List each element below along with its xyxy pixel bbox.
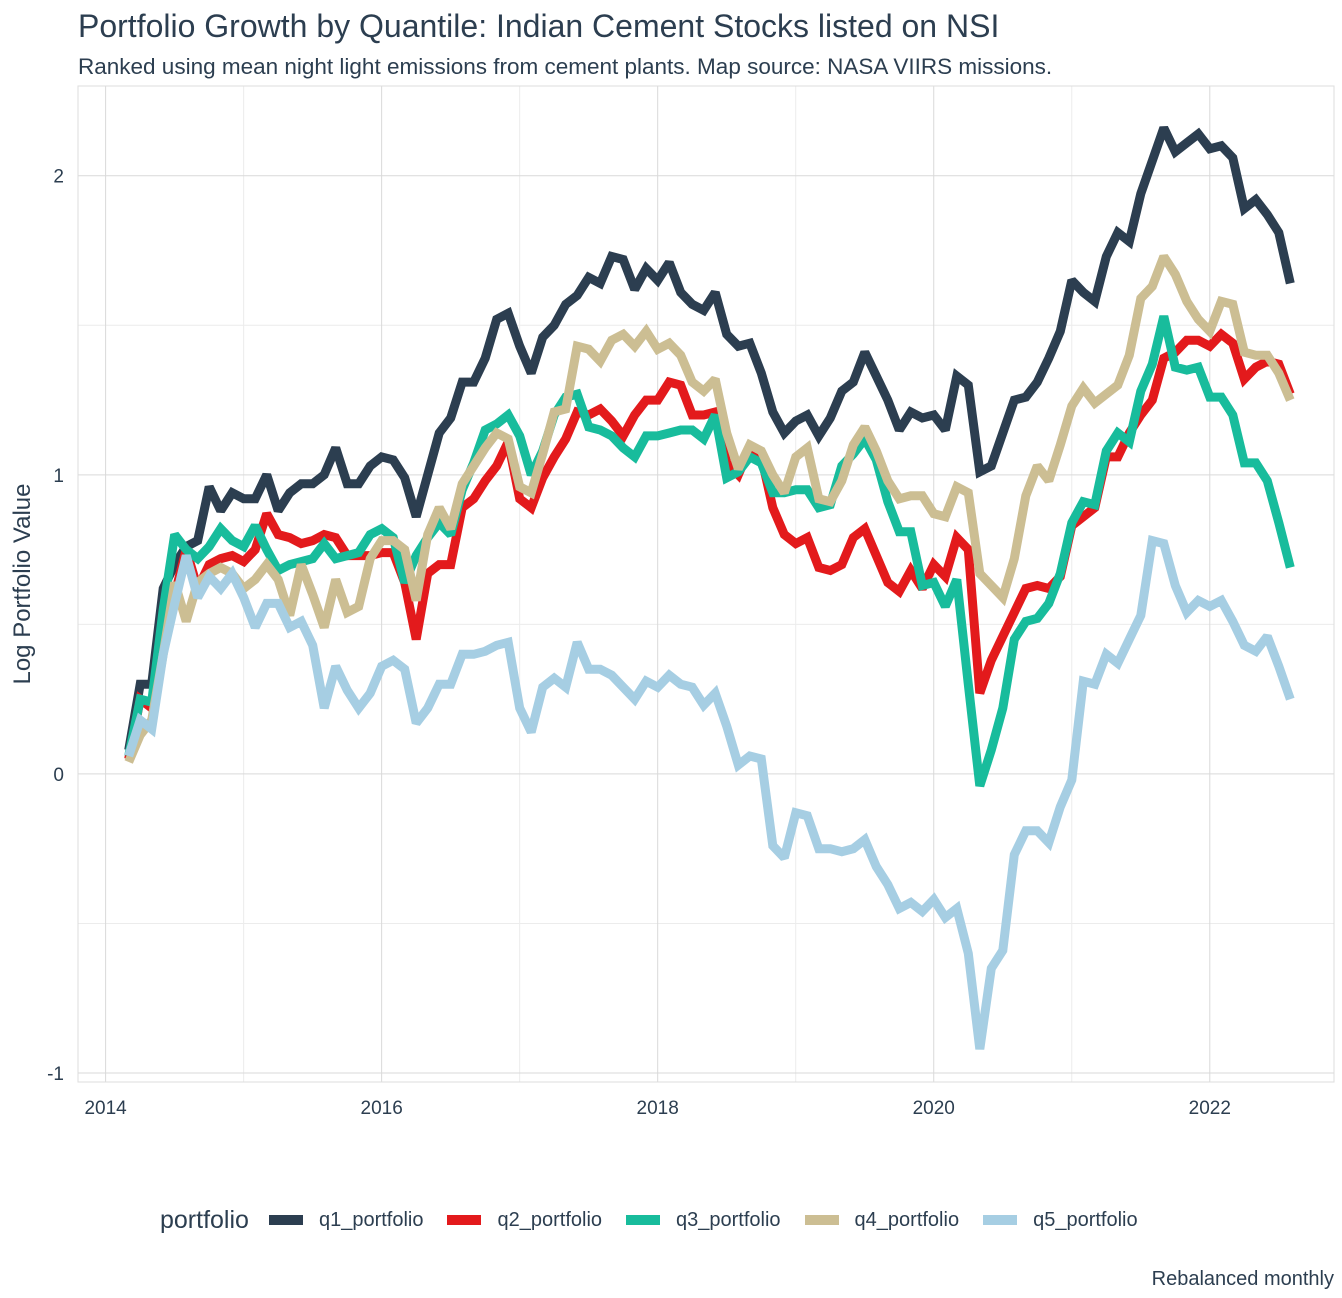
legend-key-swatch (804, 1215, 839, 1225)
y-tick-label: 1 (53, 466, 64, 487)
legend-item-q5_portfolio: q5_portfolio (983, 1209, 1138, 1232)
y-tick-label: 0 (53, 765, 64, 786)
x-tick-label: 2018 (637, 1098, 679, 1119)
legend-key-swatch (983, 1215, 1018, 1225)
legend-label: q4_portfolio (854, 1208, 960, 1231)
x-tick-label: 2020 (913, 1098, 955, 1119)
y-axis-title: Log Portfolio Value (9, 483, 36, 684)
legend-key-swatch (447, 1215, 482, 1225)
legend-items: q1_portfolio q2_portfolio q3_portfolio q4_p… (268, 1208, 1162, 1232)
series-line-q5_portfolio (124, 534, 1295, 1050)
y-tick-label: 2 (53, 167, 64, 188)
chart-title: Portfolio Growth by Quantile: Indian Cem… (78, 8, 1000, 44)
legend-label: q1_portfolio (318, 1208, 424, 1231)
axis-ticks: 2014 2016 2018 2020 2022 -1 0 1 2 (47, 167, 1231, 1119)
legend-title: portfolio (160, 1205, 249, 1234)
legend-item-q2_portfolio: q2_portfolio (447, 1209, 602, 1232)
legend-key-swatch (626, 1215, 661, 1225)
legend-item-q3_portfolio: q3_portfolio (626, 1209, 781, 1232)
y-tick-label: -1 (47, 1064, 64, 1085)
legend-key-swatch (268, 1215, 303, 1225)
legend: portfolio q1_portfolio q2_portfolio q3_por… (160, 1200, 1162, 1240)
chart-subtitle: Ranked using mean night light emissions … (78, 54, 1053, 79)
chart-caption: Rebalanced monthly (1151, 1268, 1334, 1290)
legend-label: q3_portfolio (676, 1208, 781, 1231)
legend-label: q5_portfolio (1033, 1208, 1138, 1231)
series-lines (124, 125, 1295, 1050)
panel-border (77, 85, 1335, 1083)
legend-label: q2_portfolio (497, 1208, 603, 1231)
x-tick-label: 2014 (84, 1098, 127, 1119)
series-line-q4_portfolio (124, 254, 1295, 764)
legend-item-q4_portfolio: q4_portfolio (804, 1208, 960, 1232)
x-tick-label: 2016 (361, 1098, 403, 1119)
legend-item-q1_portfolio: q1_portfolio (268, 1208, 424, 1232)
series-line-q3_portfolio (124, 315, 1295, 788)
series-line-q1_portfolio (124, 125, 1295, 751)
x-tick-label: 2022 (1189, 1098, 1231, 1119)
